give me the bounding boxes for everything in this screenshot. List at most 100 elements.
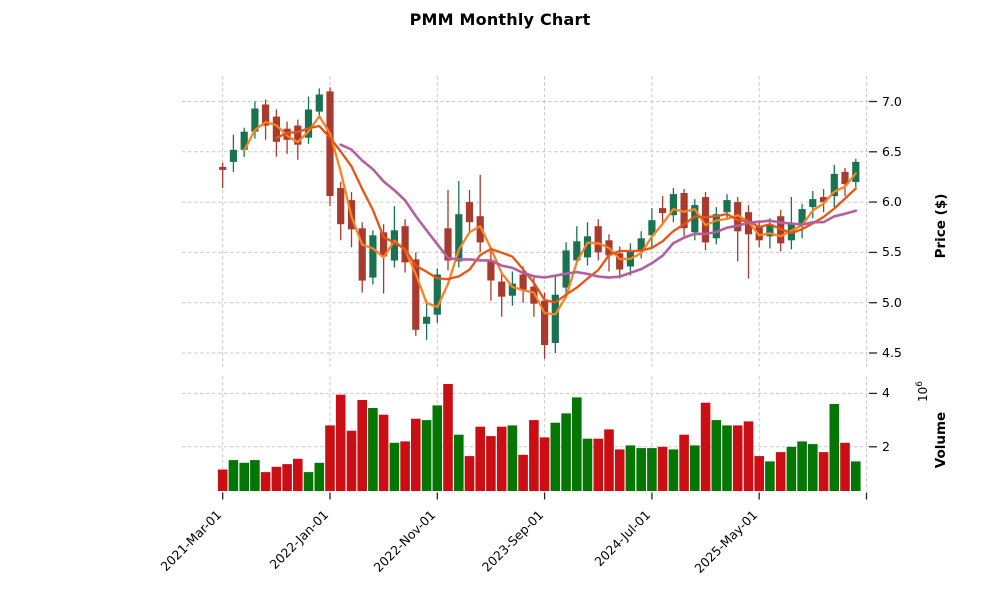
candle-body [358,228,366,281]
volume-bar [443,384,453,491]
volume-bar [679,434,689,491]
candle-body [433,274,441,315]
candle-body [594,226,602,253]
volume-bar [743,421,754,491]
candle-body [498,281,506,297]
candle-body [229,149,237,162]
candle-body [251,108,259,132]
candle-body [219,166,227,170]
volume-bar [668,449,679,491]
volume-bar [325,425,335,491]
price-tick-label: 7.0 [882,94,902,109]
candle-body [809,199,817,208]
volume-bar [593,438,604,491]
candle-body [755,226,763,241]
candle-body [519,274,527,291]
moving-average-12 [339,143,858,279]
candle-body [766,225,774,237]
candle-body [423,316,431,324]
volume-tick-label: 2 [882,439,890,454]
candle-body [476,216,484,243]
volume-bar [368,408,378,491]
candle-body [508,283,516,296]
volume-bar [722,425,732,491]
candle-body [262,104,270,126]
volume-bar [250,460,260,491]
candle-body [487,260,495,281]
candle-body [701,197,710,243]
volume-bar [614,449,625,491]
candle-body [583,236,592,258]
candle-body [820,197,828,203]
candle-body [541,300,549,345]
candle-body [680,193,688,229]
volume-scale-exp: 6 [915,380,926,387]
volume-bar [775,452,786,491]
candle-body [444,228,452,261]
volume-scale-exponent: 106 [915,381,930,402]
volume-bar [808,444,818,491]
volume-scale-base: 10 [916,386,931,403]
volume-bar [529,420,539,491]
volume-bar [507,425,518,491]
candle-body [294,125,302,145]
volume-axis-label: Volume [933,411,949,469]
volume-bar [754,456,764,491]
candle-body [573,241,581,261]
volume-bar [271,466,282,491]
volume-bar [711,420,722,491]
volume-bar [454,434,464,491]
price-tick-label: 4.5 [882,345,902,360]
price-axis-label: Price ($) [933,193,949,259]
moving-average-6 [275,124,857,304]
candle-body [380,232,388,257]
candle-body [734,202,742,232]
candlesticks [219,87,860,359]
volume-bar [357,400,367,491]
candle-body [401,226,409,263]
volume-bar [582,438,593,491]
volume-bar [604,429,614,491]
candle-body [712,214,720,239]
volume-bar [293,458,303,491]
candle-body [852,161,860,182]
volume-bar [228,460,239,491]
volume-bar [378,414,389,491]
candle-body [659,208,667,214]
candle-body [723,200,731,213]
volume-bar [518,454,528,491]
volume-bar [411,418,421,491]
volume-bar [496,426,507,491]
candle-body [326,91,334,196]
volume-tick-label: 4 [882,385,890,400]
volume-bars [217,384,861,491]
candle-body [669,194,677,216]
candle-body [465,202,474,223]
candle-body [240,131,248,150]
candle-body [304,109,313,138]
volume-bar [647,448,657,491]
volume-bar [400,441,410,491]
volume-bar [282,464,292,491]
candle-body [637,238,645,251]
volume-bar [690,445,700,491]
volume-bar [346,430,357,491]
volume-bar [765,461,775,491]
volume-bar [829,404,840,491]
candle-body [412,259,420,330]
volume-bar [217,469,228,491]
candle-body [337,188,345,225]
candle-body [390,230,398,261]
candle-body [798,209,806,225]
price-tick-label: 5.5 [882,244,902,259]
moving-average-3 [243,115,857,316]
volume-bar [851,461,861,491]
candle-body [272,116,280,142]
volume-bar [657,446,668,491]
volume-bar [561,413,571,491]
candle-body [691,205,699,233]
volume-bar [572,397,582,491]
volume-bar [432,405,443,491]
